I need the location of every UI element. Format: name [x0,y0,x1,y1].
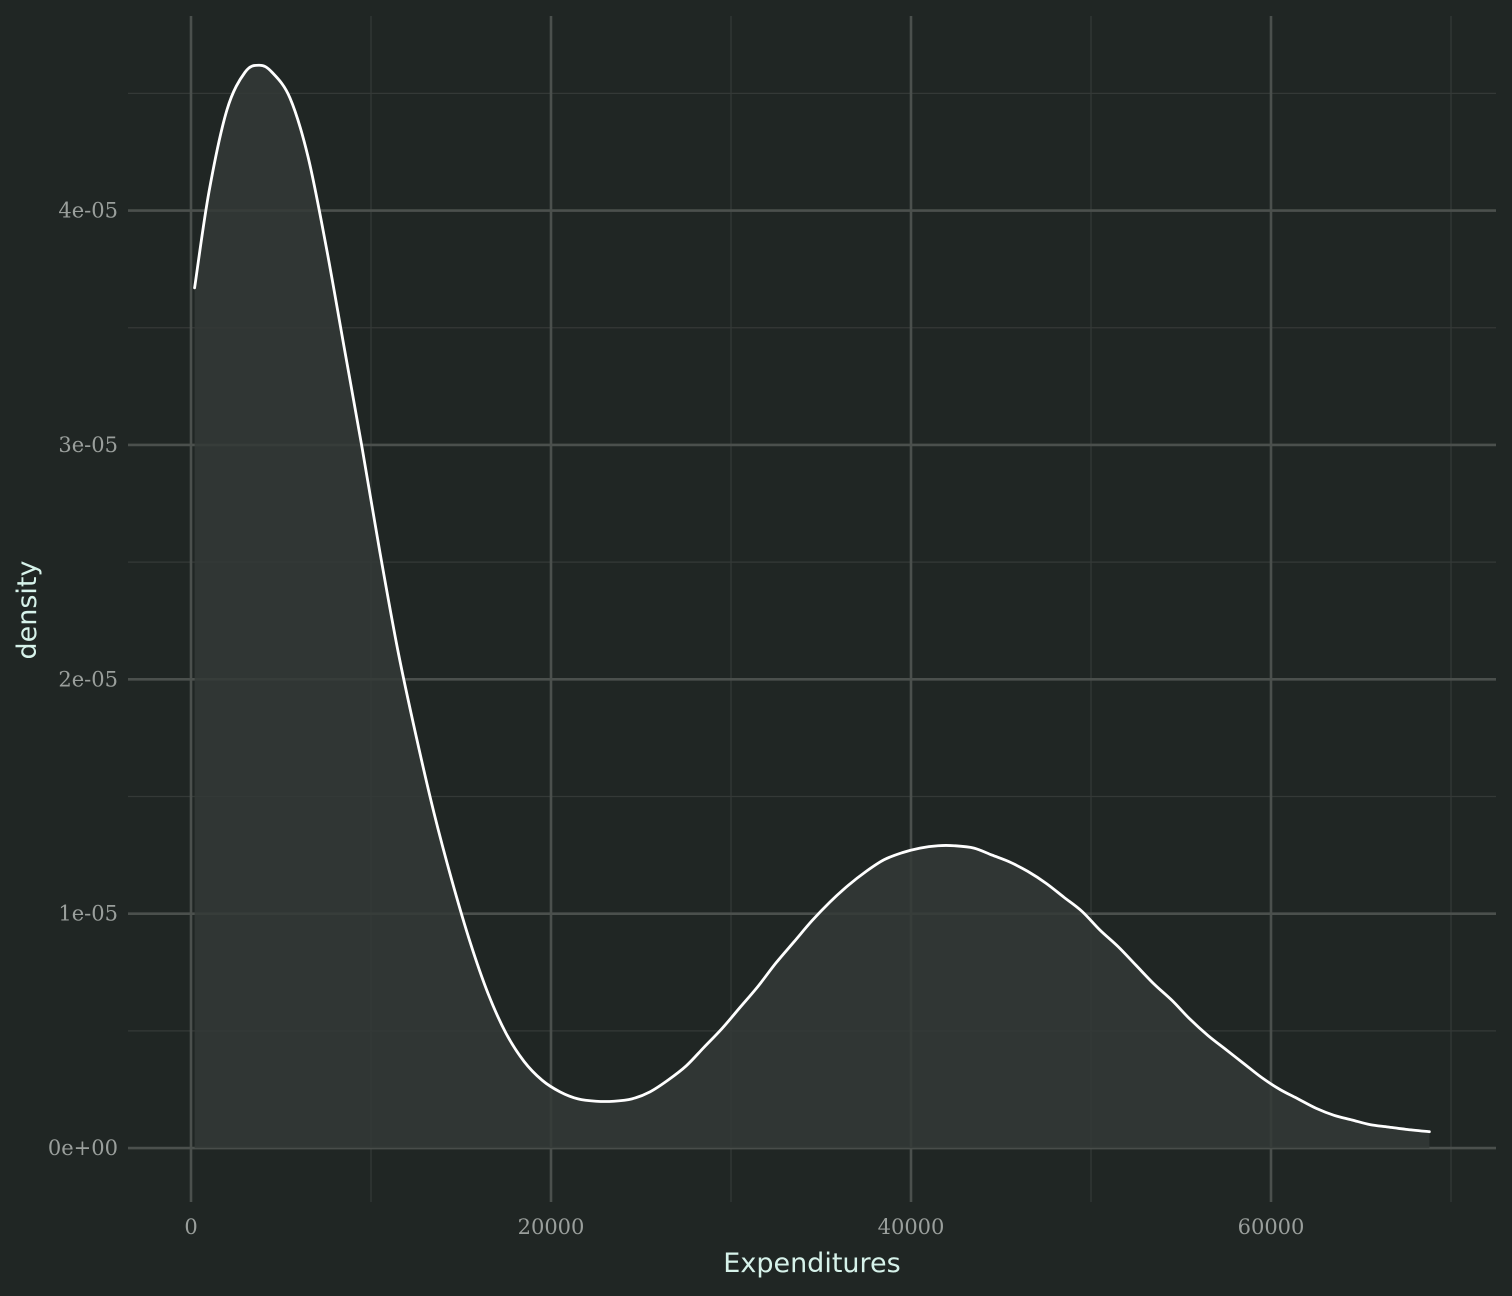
x-axis-title: Expenditures [723,1248,900,1279]
density-line [193,63,1431,1134]
y-tick-label: 4e-05 [58,199,118,223]
y-tick-label: 3e-05 [58,433,118,457]
y-tick-label: 0e+00 [48,1136,118,1160]
x-tick-label: 40000 [878,1215,945,1239]
x-tick-label: 20000 [518,1215,585,1239]
y-axis-title: density [12,560,43,659]
density-area-fill [194,65,1430,1149]
major-gridlines [128,16,1496,1202]
y-tick-label: 1e-05 [58,902,118,926]
y-tick-labels: 0e+00 1e-05 2e-05 3e-05 4e-05 [48,199,118,1161]
x-tick-labels: 0 20000 40000 60000 [184,1215,1304,1239]
y-tick-label: 2e-05 [58,667,118,691]
density-area-group [193,63,1431,1149]
x-tick-label: 60000 [1238,1215,1305,1239]
x-tick-label: 0 [184,1215,197,1239]
